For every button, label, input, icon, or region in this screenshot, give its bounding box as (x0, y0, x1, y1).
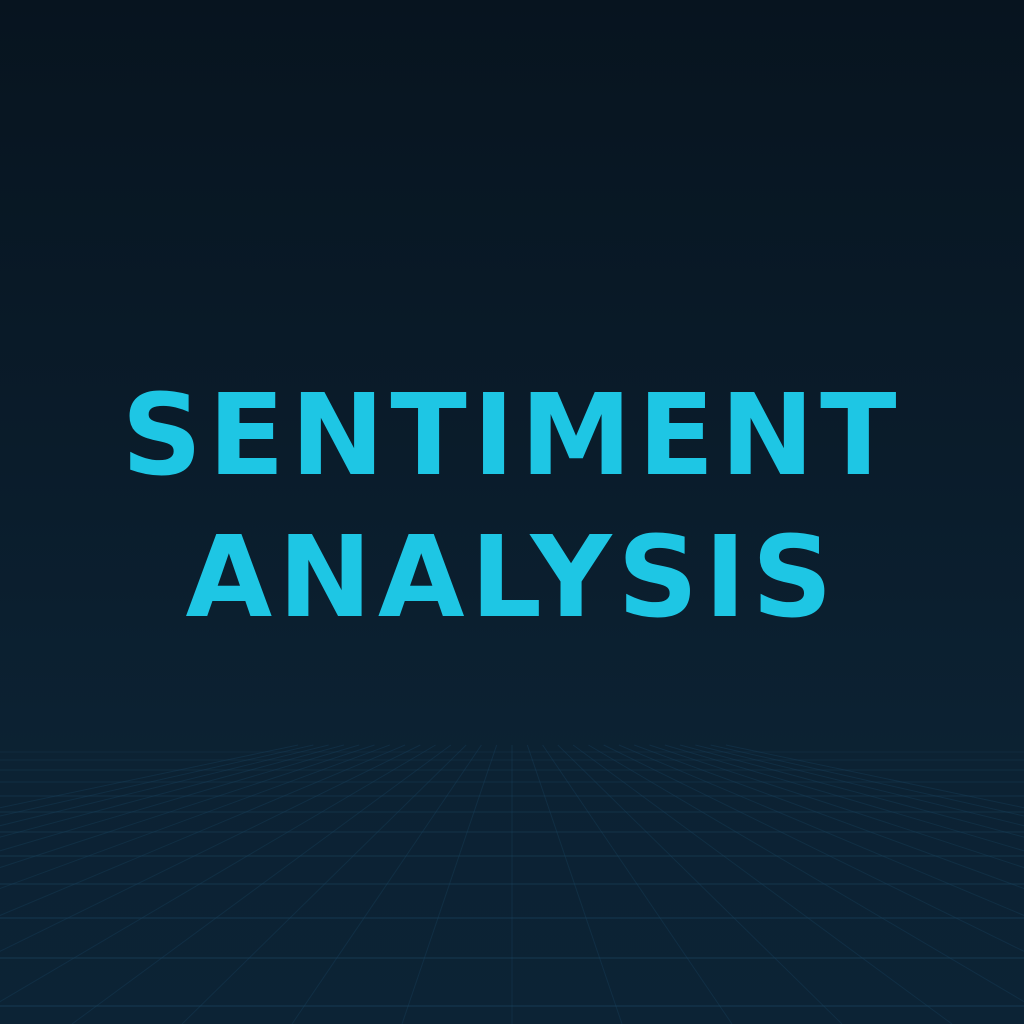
title-line-sentiment: SENTIMENT (121, 371, 903, 501)
title-line-analysis: ANALYSIS (185, 513, 839, 643)
